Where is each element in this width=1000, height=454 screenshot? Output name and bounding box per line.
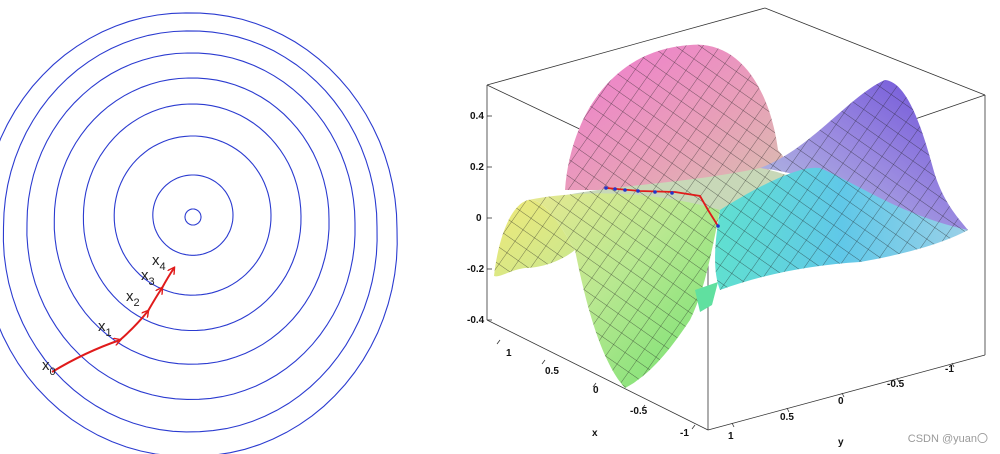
descent-segment-3: [161, 268, 174, 289]
contour-ring: [82, 103, 302, 332]
x-tick-label: -1: [680, 428, 689, 439]
contour-ring: [152, 174, 234, 256]
y-tick-label: 0.5: [780, 412, 794, 423]
y-axis-label: y: [838, 437, 844, 448]
contour-ring: [2, 30, 378, 433]
y-tick-label: -0.5: [887, 379, 905, 390]
z-axis: 0.4 0.2 0 -0.2 -0.4: [467, 111, 492, 326]
contour-ring: [0, 12, 398, 454]
z-tick-label: 0.2: [470, 162, 484, 173]
z-tick-label: 0: [476, 213, 482, 224]
contour-ring: [26, 52, 356, 400]
x-tick-label: 0.5: [545, 366, 559, 377]
descent-segment-1: [119, 311, 148, 341]
x-tick-label: 1: [506, 348, 512, 359]
point-label-x0: x0: [42, 357, 56, 378]
point-label-x2: x2: [126, 288, 140, 309]
x-axis: 1 0.5 0 -0.5 -1 x: [496, 339, 696, 439]
x-tick-label: -0.5: [630, 406, 648, 417]
y-tick-label: 0: [838, 396, 844, 407]
surface-plot: 0.4 0.2 0 -0.2 -0.4 1 0.5 0 -0.5 -1 x: [467, 7, 986, 448]
x-tick-label: 0: [593, 385, 599, 396]
z-tick-label: 0.4: [470, 111, 484, 122]
descent-segment-0: [51, 340, 120, 373]
y-tick-label: 1: [728, 431, 734, 442]
surface-mesh: [494, 44, 968, 388]
watermark: CSDN @yuan〇: [907, 433, 988, 445]
contour-ring: [53, 77, 330, 365]
contour-ring: [184, 208, 202, 226]
point-label-x1: x1: [98, 318, 112, 339]
z-tick-label: -0.2: [467, 264, 485, 275]
y-axis: 1 0.5 0 -0.5 -1 y: [728, 362, 955, 448]
y-tick-label: -1: [945, 364, 954, 375]
surface-descent-path: [604, 186, 720, 228]
point-label-x3: x3: [141, 267, 155, 288]
gradient-path: [51, 268, 174, 373]
point-labels: x0 x1 x2 x3 x4: [42, 252, 166, 378]
point-label-x4: x4: [152, 252, 166, 273]
contour-plot: [0, 12, 398, 454]
descent-segment-2: [147, 288, 162, 312]
x-axis-label: x: [592, 428, 598, 439]
contour-ring: [113, 135, 272, 296]
z-tick-label: -0.4: [467, 315, 485, 326]
